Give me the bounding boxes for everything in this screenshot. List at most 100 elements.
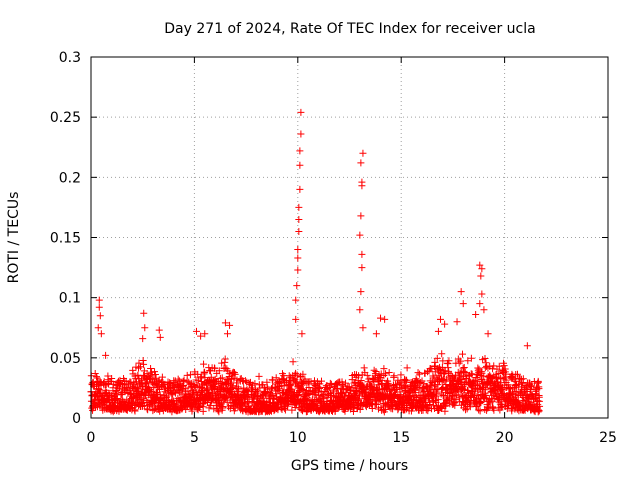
data-point (156, 333, 164, 341)
data-point (417, 378, 425, 386)
y-tick-label: 0.3 (59, 50, 81, 66)
data-point (414, 369, 422, 377)
data-point (192, 327, 200, 335)
data-point (206, 402, 214, 410)
data-point (477, 368, 485, 376)
data-point (452, 396, 460, 404)
y-tick-label: 0.25 (50, 110, 81, 126)
data-point (135, 359, 143, 367)
data-point (226, 321, 234, 329)
data-point (495, 392, 503, 400)
data-point (183, 371, 191, 379)
data-point (231, 369, 239, 377)
data-point (91, 369, 99, 377)
data-point (513, 370, 521, 378)
data-point (218, 359, 226, 367)
data-point (199, 407, 207, 415)
data-point (528, 382, 536, 390)
data-point (151, 371, 159, 379)
data-point (259, 381, 267, 389)
data-point (508, 407, 516, 415)
data-point (342, 379, 350, 387)
data-point (283, 393, 291, 401)
data-point (197, 332, 205, 340)
data-point (397, 371, 405, 379)
data-point (381, 406, 389, 414)
data-point (510, 376, 518, 384)
data-point (390, 372, 398, 380)
data-point (523, 342, 531, 350)
data-point (294, 390, 302, 398)
data-point (295, 227, 303, 235)
data-point (215, 408, 223, 416)
data-point (281, 406, 289, 414)
data-point (373, 401, 381, 409)
data-point (504, 381, 512, 389)
data-point (439, 357, 447, 365)
data-point (495, 370, 503, 378)
data-point (231, 370, 239, 378)
data-point (437, 404, 445, 412)
data-point (502, 370, 510, 378)
data-point (357, 212, 365, 220)
x-tick-label: 15 (392, 430, 410, 446)
data-point (484, 364, 492, 372)
data-point (268, 391, 276, 399)
data-point (434, 396, 442, 404)
data-point (274, 386, 282, 394)
data-point (415, 386, 423, 394)
data-point (295, 215, 303, 223)
data-point (403, 364, 411, 372)
data-point (151, 368, 159, 376)
data-point (509, 372, 517, 380)
data-point (210, 405, 218, 413)
data-point (95, 303, 103, 311)
data-point (221, 355, 229, 363)
x-tick-label: 20 (496, 430, 514, 446)
data-point (467, 370, 475, 378)
data-point (177, 386, 185, 394)
data-point (477, 272, 485, 280)
data-point (116, 376, 124, 384)
data-point (207, 367, 215, 375)
data-point (363, 371, 371, 379)
data-point (160, 383, 168, 391)
data-point (493, 375, 501, 383)
data-point (140, 309, 148, 317)
data-point (357, 159, 365, 167)
data-point (233, 376, 241, 384)
y-tick-label: 0.05 (50, 351, 81, 367)
data-point (358, 250, 366, 258)
data-point (223, 393, 231, 401)
data-point (536, 402, 544, 410)
data-point (169, 384, 177, 392)
data-point (96, 312, 104, 320)
data-point (326, 379, 334, 387)
data-point (372, 368, 380, 376)
data-point (223, 330, 231, 338)
data-point (186, 371, 194, 379)
data-point (441, 320, 449, 328)
data-point (459, 364, 467, 372)
data-point (102, 351, 110, 359)
data-point (230, 374, 238, 382)
data-point (241, 377, 249, 385)
data-point (359, 324, 367, 332)
data-point (294, 246, 302, 254)
data-point (381, 315, 389, 323)
data-point (370, 366, 378, 374)
data-point (189, 389, 197, 397)
data-point (386, 386, 394, 394)
data-point (433, 354, 441, 362)
data-point (122, 385, 130, 393)
data-point (535, 385, 543, 393)
data-point (434, 327, 442, 335)
data-point (380, 371, 388, 379)
data-point (426, 400, 434, 408)
data-point (358, 178, 366, 186)
data-point (481, 354, 489, 362)
data-point (158, 373, 166, 381)
data-point (436, 315, 444, 323)
data-point (416, 370, 424, 378)
